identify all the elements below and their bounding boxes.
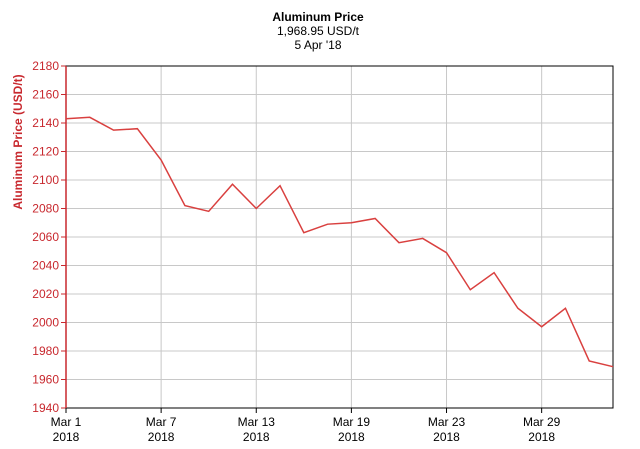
x-tick-year: 2018 bbox=[338, 430, 365, 444]
x-tick-year: 2018 bbox=[528, 430, 555, 444]
y-tick-label: 2120 bbox=[32, 145, 59, 159]
x-tick-year: 2018 bbox=[433, 430, 460, 444]
chart-title: Aluminum Price bbox=[272, 10, 364, 24]
y-tick-label: 2180 bbox=[32, 59, 59, 73]
chart-subtitle: 1,968.95 USD/t bbox=[277, 24, 360, 38]
y-tick-label: 1980 bbox=[32, 344, 59, 358]
y-tick-label: 2040 bbox=[32, 259, 59, 273]
x-tick-label: Mar 23 bbox=[428, 415, 466, 429]
y-tick-label: 1940 bbox=[32, 401, 59, 415]
y-tick-label: 2000 bbox=[32, 316, 59, 330]
x-tick-label: Mar 13 bbox=[238, 415, 276, 429]
y-tick-label: 2020 bbox=[32, 287, 59, 301]
y-tick-label: 2140 bbox=[32, 116, 59, 130]
x-tick-label: Mar 1 bbox=[51, 415, 82, 429]
x-tick-label: Mar 7 bbox=[146, 415, 177, 429]
x-tick-year: 2018 bbox=[148, 430, 175, 444]
y-axis-label: Aluminum Price (USD/t) bbox=[11, 74, 25, 209]
x-tick-label: Mar 19 bbox=[333, 415, 371, 429]
y-tick-label: 2060 bbox=[32, 230, 59, 244]
y-tick-label: 1960 bbox=[32, 373, 59, 387]
y-tick-label: 2080 bbox=[32, 202, 59, 216]
y-tick-label: 2100 bbox=[32, 173, 59, 187]
x-tick-year: 2018 bbox=[53, 430, 80, 444]
price-line bbox=[65, 116, 614, 368]
x-tick-year: 2018 bbox=[243, 430, 270, 444]
chart-date: 5 Apr '18 bbox=[295, 38, 342, 52]
y-tick-label: 2160 bbox=[32, 88, 59, 102]
x-tick-label: Mar 29 bbox=[523, 415, 561, 429]
